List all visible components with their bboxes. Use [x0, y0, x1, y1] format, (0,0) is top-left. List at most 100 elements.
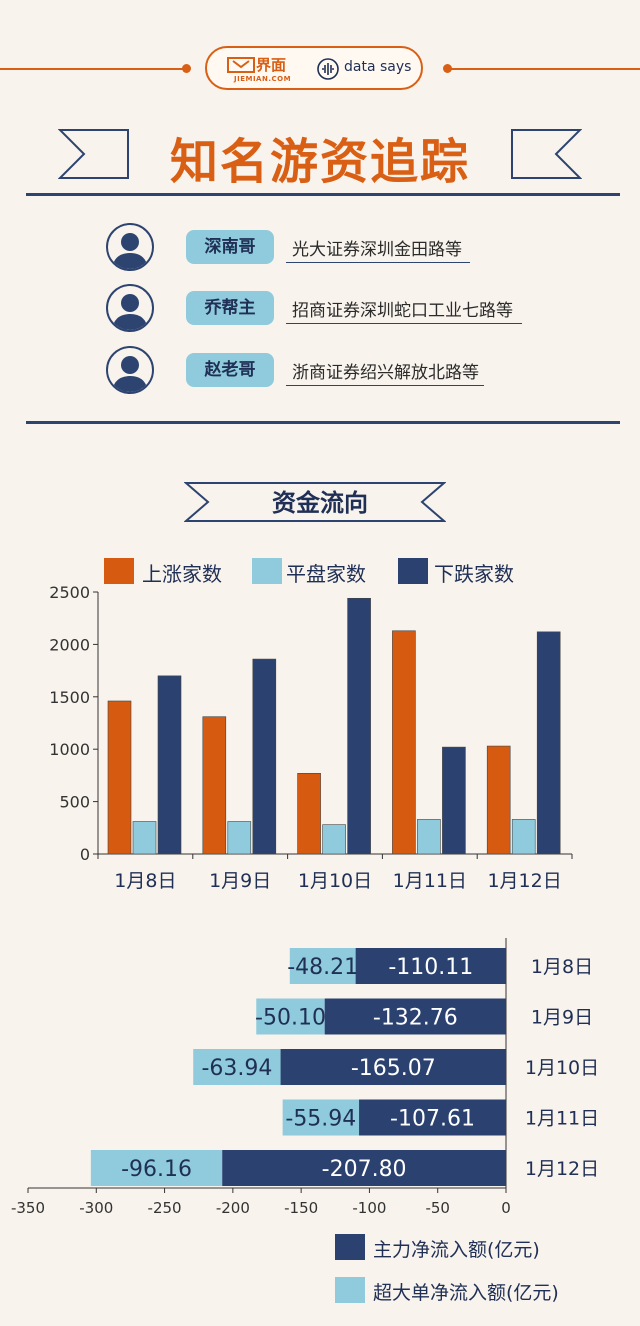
title-divider	[26, 193, 620, 196]
bar-main-force	[222, 1150, 506, 1186]
y-tick-label: 1月11日	[525, 1108, 599, 1130]
bar-main-force	[324, 998, 506, 1035]
y-tick-label: 1月8日	[531, 956, 593, 978]
data-label-super-large: -48.21	[287, 955, 358, 980]
data-label-main-force: -107.61	[390, 1107, 475, 1132]
legend-label-main: 主力净流入额(亿元)	[373, 1239, 540, 1261]
y-tick-label: 1月12日	[525, 1158, 599, 1180]
bar-up	[202, 716, 227, 855]
x-tick-label: -300	[79, 1199, 113, 1217]
section-divider	[26, 421, 620, 424]
legend-swatch-main	[335, 1234, 365, 1260]
data-label-main-force: -132.76	[373, 1006, 458, 1031]
bar-main-force	[359, 1099, 506, 1136]
x-tick-label: -100	[352, 1199, 386, 1217]
bar-super-large	[289, 948, 356, 984]
person-icon	[112, 356, 148, 392]
data-label-main-force: -207.80	[322, 1157, 407, 1182]
legend-swatch-super	[335, 1277, 365, 1303]
bar-flat	[511, 819, 536, 855]
bar-super-large	[90, 1150, 223, 1186]
bar-flat	[417, 819, 441, 855]
x-tick-label: 1月10日	[298, 870, 372, 892]
section-title: 资金流向	[272, 489, 368, 517]
avatar	[106, 223, 154, 271]
stock-count-bar-chart: 0 500 1000 1500 2000 2500 1月8日 1月9日 1月10日 1月11日 1月…	[49, 583, 573, 892]
bar-flat	[132, 821, 157, 855]
bar-up	[107, 700, 132, 855]
ribbon-left-icon	[58, 129, 129, 179]
fund-flow-bar-chart: -350 -300 -250 -200 -150 -100 -50 0 -48.21 -110.1…	[11, 938, 599, 1217]
investor-tag: 赵老哥	[186, 353, 274, 387]
bar-flat	[227, 821, 252, 855]
person-icon	[112, 233, 148, 269]
avatar	[106, 284, 154, 332]
header-dot-left	[182, 64, 191, 73]
y-tick-label: 2500	[49, 583, 90, 602]
bar-main-force	[355, 948, 506, 984]
legend-swatch-down	[398, 558, 428, 584]
data-label-super-large: -55.94	[285, 1107, 356, 1132]
brand-name-cn: 界面	[256, 56, 287, 74]
x-tick-label: -200	[216, 1199, 250, 1217]
investor-branch: 光大证券深圳金田路等	[292, 240, 462, 260]
investor-tag: 深南哥	[186, 230, 274, 264]
person-icon	[112, 294, 148, 330]
investor-underline	[286, 385, 484, 386]
x-tick-label: -350	[11, 1199, 45, 1217]
data-label-super-large: -50.10	[255, 1006, 326, 1031]
brand-tagline: data says	[344, 59, 412, 75]
bar-super-large	[193, 1049, 281, 1085]
brand-logo: 界面 JIEMIAN.COM data says	[205, 46, 423, 90]
x-tick-label: 1月11日	[393, 870, 467, 892]
y-tick-label: 1500	[49, 688, 90, 707]
x-tick-label: -250	[148, 1199, 182, 1217]
data-label-super-large: -96.16	[121, 1157, 192, 1182]
data-says-icon	[317, 58, 339, 80]
bar-flat	[322, 824, 346, 855]
header-line-left	[0, 68, 188, 70]
header-dot-right	[443, 64, 452, 73]
investor-underline	[286, 323, 522, 324]
legend-label-down: 下跌家数	[434, 562, 514, 586]
jiemian-logo-icon	[227, 57, 255, 73]
legend-swatch-up	[104, 558, 134, 584]
bar-main-force	[280, 1049, 506, 1085]
legend-label-up: 上涨家数	[142, 562, 222, 586]
bar-down	[157, 675, 182, 855]
legend-label-super: 超大单净流入额(亿元)	[373, 1282, 559, 1304]
data-label-main-force: -165.07	[351, 1056, 436, 1081]
ribbon-right-icon	[511, 129, 582, 179]
legend-label-flat: 平盘家数	[286, 562, 366, 586]
x-tick-label: -50	[425, 1199, 450, 1217]
y-tick-label: 1000	[49, 740, 90, 759]
y-tick-label: 1月9日	[531, 1007, 593, 1029]
data-label-super-large: -63.94	[201, 1056, 272, 1081]
investor-underline	[286, 262, 470, 263]
page-title: 知名游资追踪	[169, 134, 470, 190]
bar-down	[347, 597, 371, 855]
investor-branch: 浙商证券绍兴解放北路等	[292, 363, 479, 383]
bar-down	[442, 746, 466, 855]
bar-up	[297, 773, 321, 855]
bar-down	[252, 658, 277, 855]
y-tick-label: 1月10日	[525, 1057, 599, 1079]
x-tick-label: 0	[501, 1199, 511, 1217]
y-tick-label: 500	[59, 793, 90, 812]
bar-super-large	[282, 1099, 360, 1136]
legend-swatch-flat	[252, 558, 282, 584]
bar-up	[486, 745, 511, 855]
brand-name-en: JIEMIAN.COM	[234, 75, 292, 83]
bar-down	[536, 631, 561, 855]
avatar	[106, 346, 154, 394]
investor-branch: 招商证券深圳蛇口工业七路等	[292, 301, 513, 321]
x-tick-label: 1月12日	[487, 870, 561, 892]
investor-tag: 乔帮主	[186, 291, 274, 325]
data-label-main-force: -110.11	[388, 955, 473, 980]
y-tick-label: 2000	[49, 635, 90, 654]
header-line-right	[447, 68, 640, 70]
bar-up	[392, 630, 416, 855]
x-tick-label: -150	[284, 1199, 318, 1217]
y-tick-label: 0	[80, 845, 90, 864]
bar-super-large	[256, 998, 325, 1035]
